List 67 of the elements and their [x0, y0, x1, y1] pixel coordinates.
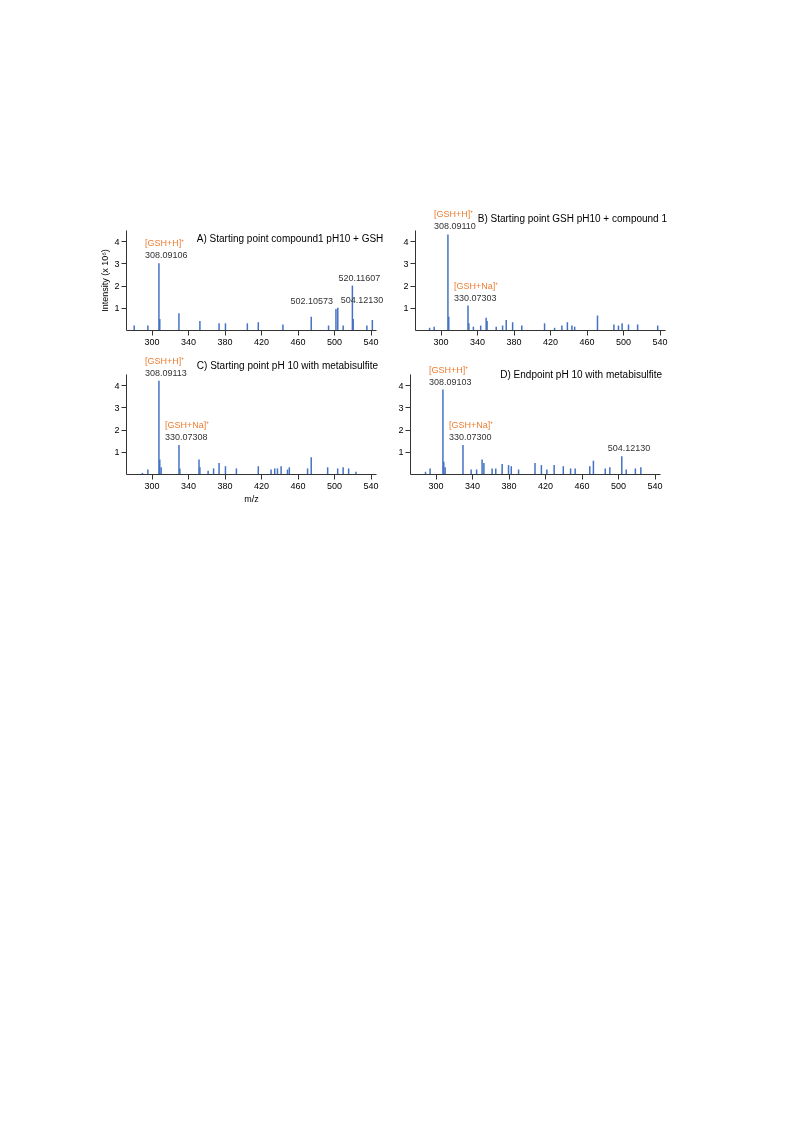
- y-tick-label: 2: [114, 425, 120, 436]
- y-tick-label: 4: [403, 236, 409, 247]
- annotation: [GSH+H]⁺: [433, 209, 474, 220]
- x-tick-label: 300: [433, 336, 449, 347]
- x-tick-label: 500: [327, 480, 343, 491]
- annotation: [GSH+Na]⁺: [164, 420, 210, 431]
- x-tick-label: 460: [290, 336, 306, 347]
- annotation: 330.07308: [164, 432, 208, 443]
- x-tick-label: 380: [501, 480, 517, 491]
- x-tick-label: 540: [363, 480, 379, 491]
- annotation: 330.07300: [448, 432, 492, 443]
- y-tick-label: 4: [114, 236, 120, 247]
- x-tick-label: 380: [217, 336, 233, 347]
- x-tick-label: 540: [652, 336, 668, 347]
- y-tick-label: 1: [403, 303, 409, 314]
- x-tick-label: 340: [181, 480, 197, 491]
- y-tick-label: 3: [403, 258, 409, 269]
- y-axis-title: Intensity (x 10⁶): [100, 249, 111, 312]
- annotation: [GSH+H]⁺: [144, 355, 185, 366]
- x-tick-label: 340: [181, 336, 197, 347]
- annotation: [GSH+H]⁺: [144, 238, 185, 249]
- y-tick-label: 1: [114, 447, 120, 458]
- y-tick-label: 4: [398, 380, 404, 391]
- annotation: [GSH+Na]⁺: [448, 420, 494, 431]
- y-tick-label: 1: [114, 303, 120, 314]
- annotation: 308.09110: [433, 221, 476, 232]
- y-tick-label: 3: [114, 402, 120, 413]
- annotation: [GSH+Na]⁺: [453, 280, 499, 291]
- y-tick-label: 2: [403, 281, 409, 292]
- y-tick-label: 3: [114, 258, 120, 269]
- annotation: 520.11607: [338, 272, 381, 283]
- x-tick-label: 420: [254, 336, 270, 347]
- annotation: 308.09113: [144, 367, 187, 378]
- annotation: [GSH+H]⁺: [428, 364, 469, 375]
- y-tick-label: 3: [398, 402, 404, 413]
- x-tick-label: 420: [254, 480, 270, 491]
- y-tick-label: 1: [398, 447, 404, 458]
- chart-title: D) Endpoint pH 10 with metabisulfite: [500, 368, 663, 380]
- annotation: 504.12130: [607, 443, 651, 454]
- x-tick-label: 460: [574, 480, 590, 491]
- annotation: 308.09106: [144, 250, 188, 261]
- x-tick-label: 460: [579, 336, 595, 347]
- x-tick-label: 420: [538, 480, 554, 491]
- x-tick-label: 540: [647, 480, 663, 491]
- x-tick-label: 300: [428, 480, 444, 491]
- chart-title: C) Starting point pH 10 with metabisulfite: [196, 359, 379, 371]
- x-tick-label: 340: [465, 480, 481, 491]
- x-tick-label: 500: [327, 336, 343, 347]
- x-tick-label: 340: [470, 336, 486, 347]
- x-tick-label: 300: [144, 480, 160, 491]
- x-tick-label: 500: [616, 336, 632, 347]
- y-tick-label: 2: [398, 425, 404, 436]
- x-tick-label: 420: [543, 336, 559, 347]
- x-tick-label: 300: [144, 336, 160, 347]
- x-tick-label: 380: [217, 480, 233, 491]
- x-tick-label: 540: [363, 336, 379, 347]
- chart-title: B) Starting point GSH pH10 + compound 1: [477, 213, 668, 225]
- x-axis-title: m/z: [244, 493, 260, 504]
- annotation: 502.10573: [290, 295, 333, 306]
- chart-title: A) Starting point compound1 pH10 + GSH: [196, 233, 384, 244]
- x-tick-label: 380: [506, 336, 522, 347]
- annotation: 308.09103: [428, 376, 472, 387]
- y-tick-label: 4: [114, 380, 120, 391]
- x-tick-label: 460: [290, 480, 306, 491]
- annotation: 330.07303: [453, 292, 497, 303]
- x-tick-label: 500: [611, 480, 627, 491]
- y-tick-label: 2: [114, 281, 120, 292]
